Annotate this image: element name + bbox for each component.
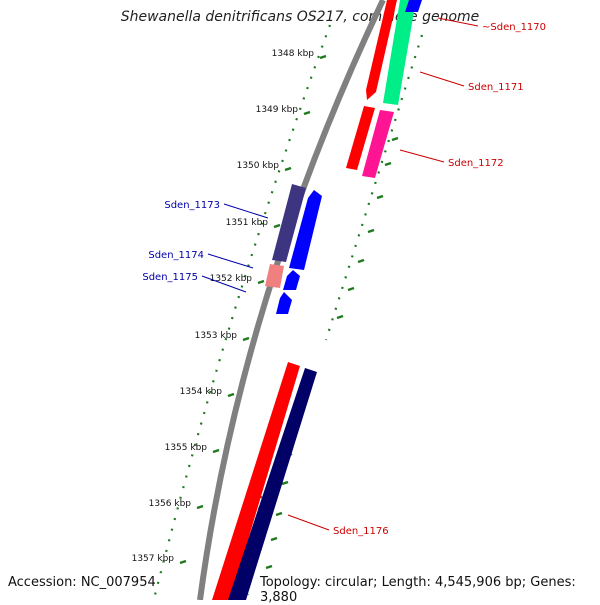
gene-sden-1170-arrow: [366, 0, 397, 100]
gene-sden-1172b-arrow: [362, 110, 394, 178]
genome-summary: Topology: circular; Length: 4,545,906 bp…: [260, 575, 576, 605]
gene-sden-1175-arrow: [276, 292, 292, 314]
kbp-tick-label: 1349 kbp: [256, 105, 299, 115]
gene-sden-1176-navy: [228, 368, 317, 600]
gene-label: Sden_1176: [333, 526, 389, 537]
kbp-tick-mark: [242, 336, 250, 342]
kbp-tick-label: 1355 kbp: [165, 443, 208, 453]
gene-leader-line: [437, 17, 479, 27]
track-mark: [265, 564, 273, 570]
kbp-tick-label: 1354 kbp: [180, 387, 223, 397]
track-mark: [384, 161, 392, 167]
track-mark: [281, 480, 289, 486]
gene-label: Sden_1173: [164, 200, 220, 211]
kbp-tick-label: 1350 kbp: [237, 161, 280, 171]
gene-sden-1176-red: [212, 362, 300, 600]
kbp-tick-mark: [319, 54, 327, 60]
track-mark: [391, 136, 399, 142]
kbp-tick-mark: [257, 279, 265, 285]
kbp-tick-label: 1352 kbp: [210, 274, 253, 284]
track-mark: [347, 286, 355, 292]
gene-sden-1170-blue: [405, 0, 422, 12]
kbp-tick-mark: [212, 448, 220, 454]
gene-label: Sden_1174: [148, 250, 204, 261]
feature-layer: [212, 0, 422, 600]
label-layer: ~Sden_1170 Sden_1171 Sden_1172 Sden_1176 Sde…: [142, 17, 546, 537]
tick-layer: 1348 kbp 1349 kbp 1350 kbp 1351 kbp 1352 kbp…: [132, 24, 424, 596]
kbp-tick-mark: [273, 223, 281, 229]
kbp-tick-label: 1357 kbp: [132, 554, 175, 564]
gene-sden-1173-block: [272, 184, 306, 262]
gene-leader-line: [287, 514, 330, 531]
gene-sden-1171-arrow: [383, 0, 416, 105]
kbp-tick-label: 1348 kbp: [272, 49, 315, 59]
kbp-tick-label: 1356 kbp: [149, 499, 192, 509]
kbp-tick-mark: [179, 559, 187, 565]
gene-leader-line: [419, 71, 465, 87]
backbone-line: [197, 0, 386, 600]
gene-label: Sden_1175: [142, 272, 198, 283]
kbp-tick-mark: [284, 166, 292, 172]
track-mark: [357, 258, 365, 264]
track-mark: [367, 228, 375, 234]
track-mark: [336, 314, 344, 320]
gene-sden-1174b-arrow: [283, 270, 300, 290]
accession-label: Accession: NC_007954: [8, 575, 156, 590]
gene-leader-line: [201, 275, 247, 293]
outer-dotted-track-upper: [324, 34, 424, 341]
track-mark: [275, 511, 283, 517]
gene-sden-1172a-arrow: [346, 106, 375, 170]
gene-label: Sden_1171: [468, 82, 524, 93]
kbp-tick-label: 1353 kbp: [195, 331, 238, 341]
kbp-tick-label: 1351 kbp: [226, 218, 269, 228]
backbone-layer: [197, 0, 386, 600]
kbp-tick-mark: [227, 392, 235, 398]
gene-label: ~Sden_1170: [482, 22, 546, 33]
gene-sden-1173b-arrow: [289, 190, 322, 270]
track-mark: [270, 536, 278, 542]
kbp-tick-mark: [303, 110, 311, 116]
gene-label: Sden_1172: [448, 158, 504, 169]
track-mark: [376, 194, 384, 200]
kbp-tick-mark: [196, 504, 204, 510]
gene-sden-1174-block: [265, 264, 284, 288]
gene-leader-line: [207, 253, 254, 269]
gene-leader-line: [223, 203, 269, 219]
gene-leader-line: [399, 149, 445, 163]
